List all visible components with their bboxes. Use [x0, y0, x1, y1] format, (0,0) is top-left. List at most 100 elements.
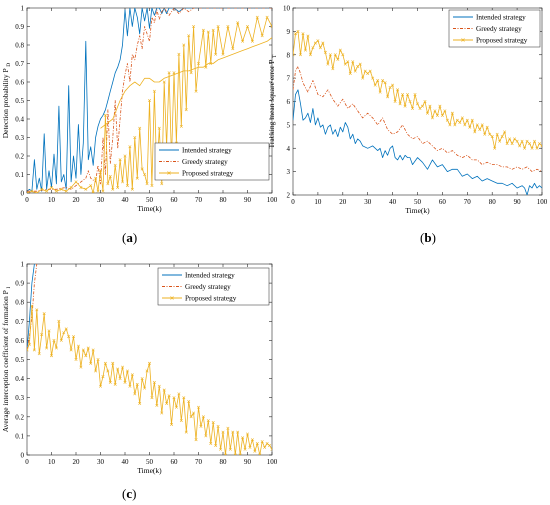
y-tick-label: 6	[287, 98, 291, 106]
data-point	[174, 405, 178, 409]
data-point	[318, 46, 322, 50]
data-point	[76, 344, 80, 348]
y-tick-label: 1	[21, 5, 25, 13]
data-point	[398, 102, 402, 106]
y-tick-label: 0.1	[15, 171, 24, 179]
data-point	[57, 319, 61, 323]
data-point	[523, 146, 527, 150]
x-tick-label: 100	[267, 458, 278, 466]
data-point	[206, 419, 210, 423]
data-point	[86, 346, 90, 350]
data-point	[223, 453, 227, 455]
data-point	[293, 53, 295, 57]
data-point	[253, 449, 257, 453]
data-point	[425, 111, 429, 115]
data-point	[150, 396, 154, 400]
data-point	[298, 53, 302, 57]
data-point	[406, 92, 410, 96]
data-point	[537, 142, 542, 146]
y-tick-label: 2	[287, 192, 291, 200]
data-point	[520, 139, 524, 143]
data-point	[510, 142, 514, 146]
x-tick-label: 60	[439, 198, 447, 206]
data-point	[94, 176, 98, 180]
data-point	[64, 327, 68, 331]
data-point	[179, 124, 183, 128]
y-tick-label: 0	[21, 190, 25, 198]
data-point	[167, 71, 171, 75]
data-point	[162, 388, 166, 392]
data-point	[343, 62, 347, 66]
data-point	[250, 438, 254, 442]
data-point	[445, 118, 449, 122]
data-point	[121, 365, 125, 369]
data-point	[111, 187, 115, 191]
data-point	[358, 62, 362, 66]
data-point	[448, 123, 452, 127]
data-point	[386, 95, 390, 99]
data-point	[378, 90, 382, 94]
data-point	[528, 142, 532, 146]
data-point	[228, 447, 232, 451]
data-point	[81, 348, 85, 352]
data-point	[221, 52, 225, 56]
data-point	[515, 139, 519, 143]
x-tick-label: 0	[291, 198, 295, 206]
data-point	[140, 377, 144, 381]
data-point	[450, 111, 454, 115]
data-point	[79, 365, 83, 369]
y-tick-label: 0.3	[15, 394, 24, 402]
data-point	[490, 135, 494, 139]
data-point	[118, 158, 122, 162]
data-point	[435, 114, 439, 118]
data-point	[45, 189, 49, 193]
data-point	[428, 104, 432, 108]
data-point	[145, 369, 149, 373]
data-point	[135, 176, 139, 180]
data-point	[121, 180, 125, 184]
data-point	[321, 41, 325, 45]
x-tick-label: 30	[97, 196, 105, 204]
data-point	[221, 430, 225, 434]
data-point	[187, 400, 191, 404]
data-point	[351, 60, 355, 64]
data-point	[94, 369, 98, 373]
y-axis-label: Detection probability P D	[1, 63, 12, 139]
x-tick-label: 80	[220, 458, 228, 466]
data-point	[525, 139, 529, 143]
data-point	[27, 191, 29, 193]
y-tick-label: 0.4	[15, 375, 24, 383]
data-point	[201, 415, 205, 419]
data-point	[199, 424, 203, 428]
data-point	[118, 377, 122, 381]
y-tick-label: 1	[21, 261, 25, 269]
x-axis-label: Time(k)	[137, 466, 162, 475]
data-point	[98, 384, 103, 388]
y-tick-label: 9	[287, 28, 291, 36]
data-point	[133, 392, 137, 396]
data-point	[192, 24, 196, 29]
data-point	[189, 415, 193, 419]
data-point	[42, 312, 46, 316]
data-point	[396, 88, 400, 92]
data-point	[255, 15, 259, 19]
data-point	[196, 405, 201, 409]
data-point	[440, 114, 444, 118]
data-point	[433, 109, 437, 113]
x-tick-label: 50	[146, 196, 154, 204]
data-point	[196, 61, 201, 66]
data-point	[388, 85, 392, 89]
data-point	[453, 123, 457, 127]
x-tick-label: 20	[73, 196, 81, 204]
x-tick-label: 80	[489, 198, 497, 206]
y-tick-label: 0.6	[15, 337, 24, 345]
data-point	[241, 436, 245, 440]
y-tick-label: 0	[21, 452, 25, 460]
series-line-intended-strategy	[27, 264, 35, 350]
data-point	[204, 434, 208, 438]
legend-label: Proposed strategy	[476, 37, 528, 45]
data-point	[162, 80, 166, 84]
data-point	[106, 369, 110, 373]
data-point	[143, 386, 147, 390]
legend-label: Intended strategy	[185, 272, 235, 280]
